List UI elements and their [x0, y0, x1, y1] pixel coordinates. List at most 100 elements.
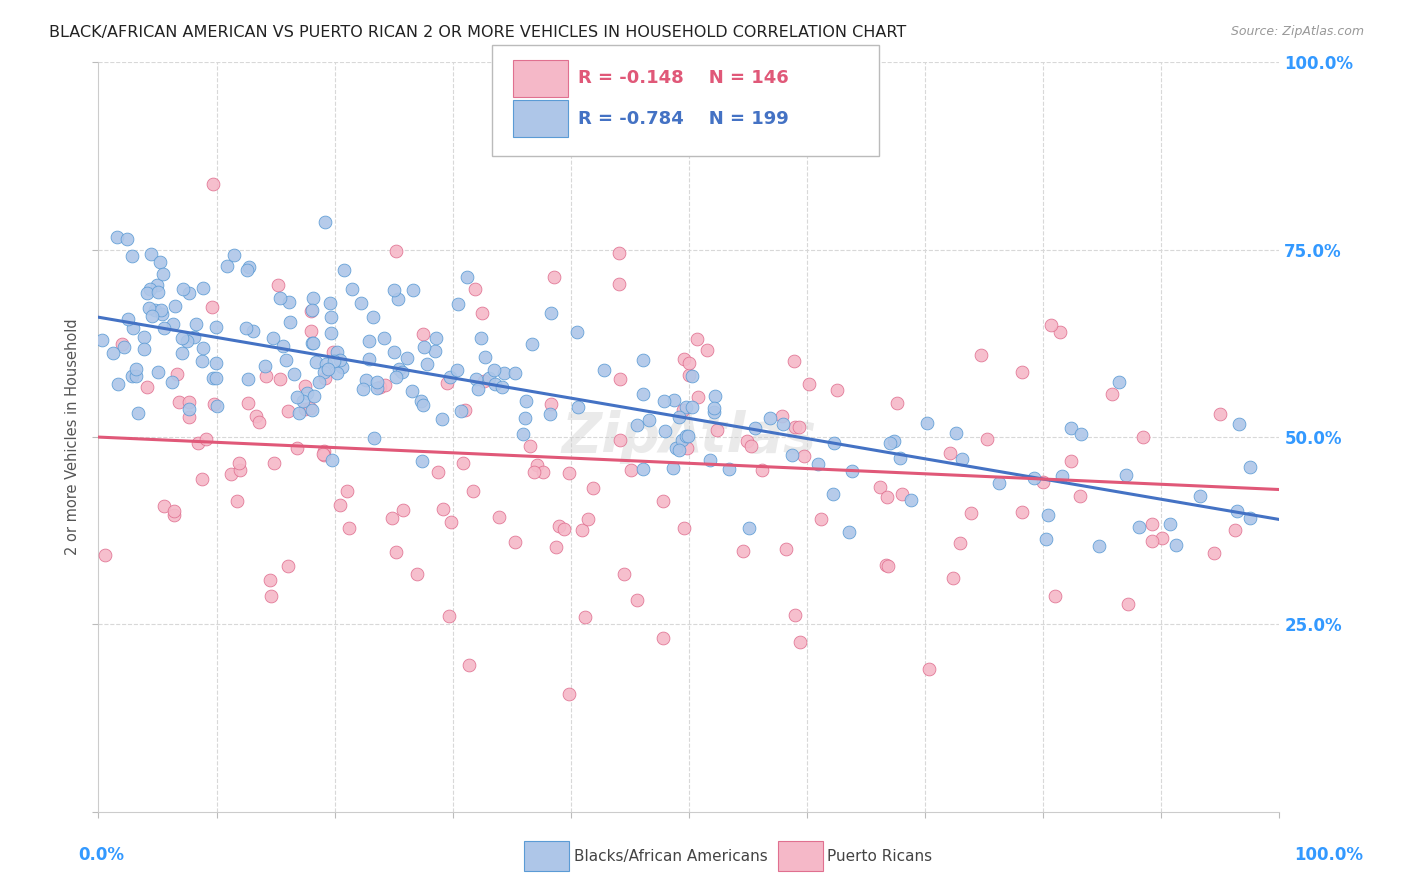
Point [538, 407, 561, 421]
Point [458, 658, 481, 673]
Point [651, 631, 673, 645]
Point [706, 423, 728, 437]
Point [292, 394, 315, 409]
Point [166, 367, 188, 381]
Point [1227, 417, 1250, 432]
Point [1142, 533, 1164, 548]
Point [384, 344, 406, 359]
Point [631, 387, 654, 401]
Point [262, 331, 284, 345]
Point [613, 566, 636, 581]
Point [970, 348, 993, 362]
Point [1204, 546, 1226, 560]
Point [512, 426, 534, 441]
Text: ZipAtlas: ZipAtlas [561, 410, 817, 464]
Point [1036, 508, 1059, 522]
Text: 0.0%: 0.0% [79, 846, 124, 863]
Point [263, 457, 285, 471]
Point [226, 493, 249, 508]
Point [329, 352, 352, 367]
Point [738, 521, 761, 535]
Point [124, 369, 146, 384]
Point [160, 376, 183, 390]
Point [277, 404, 299, 418]
Point [162, 508, 184, 522]
Point [319, 310, 342, 325]
Point [112, 340, 135, 354]
Point [193, 342, 215, 356]
Point [735, 434, 758, 448]
Point [950, 452, 973, 467]
Point [103, 345, 125, 359]
Point [1101, 387, 1123, 401]
Point [302, 291, 325, 305]
Point [312, 447, 335, 461]
Point [190, 354, 212, 368]
Point [222, 248, 245, 262]
Point [385, 244, 408, 259]
Point [301, 336, 323, 351]
Point [775, 541, 797, 556]
Point [675, 442, 697, 456]
Point [254, 368, 277, 383]
Point [121, 249, 143, 263]
Point [823, 436, 845, 450]
Point [1164, 538, 1187, 552]
Point [432, 501, 454, 516]
Point [883, 434, 905, 448]
Point [1045, 589, 1067, 603]
Point [592, 363, 614, 377]
Point [1050, 469, 1073, 483]
Point [391, 503, 413, 517]
Point [153, 320, 176, 334]
Point [247, 416, 270, 430]
Point [146, 365, 169, 379]
Point [217, 260, 239, 274]
Point [402, 283, 425, 297]
Point [1189, 489, 1212, 503]
Point [316, 362, 339, 376]
Point [890, 486, 912, 500]
Point [876, 490, 898, 504]
Point [638, 412, 661, 426]
Point [143, 302, 166, 317]
Point [299, 304, 322, 318]
Point [266, 278, 288, 293]
Point [425, 331, 447, 345]
Point [150, 307, 173, 321]
Point [269, 371, 291, 385]
Text: BLACK/AFRICAN AMERICAN VS PUERTO RICAN 2 OR MORE VEHICLES IN HOUSEHOLD CORRELATI: BLACK/AFRICAN AMERICAN VS PUERTO RICAN 2… [49, 25, 907, 40]
Point [673, 521, 696, 535]
Point [177, 285, 200, 300]
Point [759, 411, 782, 425]
Point [172, 331, 194, 345]
Point [146, 278, 169, 293]
Point [631, 353, 654, 368]
Point [186, 317, 208, 331]
Point [456, 270, 478, 285]
Point [340, 283, 363, 297]
Point [260, 589, 283, 603]
Text: R = -0.148    N = 146: R = -0.148 N = 146 [578, 70, 789, 87]
Point [416, 357, 439, 371]
Point [810, 512, 832, 526]
Point [138, 301, 160, 315]
Point [332, 262, 354, 277]
Point [110, 337, 132, 351]
Point [366, 375, 388, 389]
Point [678, 355, 700, 369]
Point [259, 573, 281, 587]
Point [165, 300, 187, 314]
Point [127, 406, 149, 420]
Point [191, 472, 214, 486]
Point [567, 325, 589, 339]
Point [699, 453, 721, 467]
Point [330, 360, 353, 375]
Point [278, 314, 301, 328]
Point [336, 484, 359, 499]
Point [366, 381, 388, 395]
Point [976, 432, 998, 446]
Point [668, 410, 690, 425]
Point [406, 567, 429, 582]
Point [312, 365, 335, 379]
